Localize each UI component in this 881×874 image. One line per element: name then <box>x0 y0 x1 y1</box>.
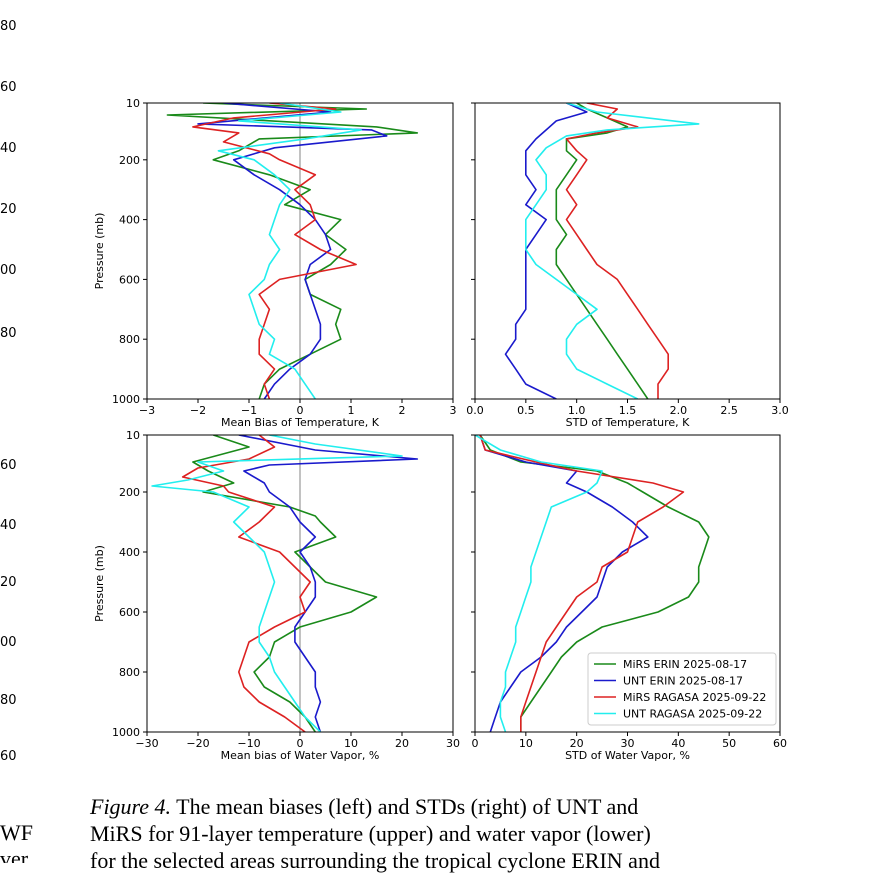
x-tick-label: 20 <box>570 737 584 750</box>
x-tick-label: 2.5 <box>720 404 738 417</box>
x-tick-label: −1 <box>241 404 257 417</box>
legend-box <box>587 652 777 726</box>
edge-number-fragment: 60 <box>0 80 17 95</box>
series-line <box>555 103 649 399</box>
x-tick-label: 0.0 <box>466 404 484 417</box>
x-tick-label: 0 <box>297 737 304 750</box>
x-tick-label: −30 <box>135 737 158 750</box>
x-tick-label: 30 <box>446 737 460 750</box>
edge-number-fragment: 40 <box>0 141 17 156</box>
x-tick-label: −3 <box>139 404 155 417</box>
edge-number-fragment: 20 <box>0 575 17 590</box>
x-tick-label: 2 <box>399 404 406 417</box>
edge-number-fragment: 80 <box>0 326 17 341</box>
x-axis-label: STD of Temperature, K <box>566 416 690 429</box>
series-line <box>238 435 419 732</box>
x-tick-label: 40 <box>671 737 685 750</box>
x-tick-label: 60 <box>773 737 787 750</box>
x-tick-label: 1 <box>348 404 355 417</box>
edge-number-fragment: 00 <box>0 263 17 278</box>
caption-text-2: MiRS for 91-layer temperature (upper) an… <box>90 821 651 846</box>
x-tick-label: 0 <box>472 737 479 750</box>
x-tick-label: −10 <box>237 737 260 750</box>
y-tick-label: 800 <box>119 333 140 346</box>
panel-temp_std: 0.0 0.5 1.0 1.5 2.0 2.5 3.0 STD of Temperature,… <box>466 102 789 429</box>
x-axis-label: Mean bias of Water Vapor, % <box>221 749 380 762</box>
x-tick-label: 2.0 <box>670 404 688 417</box>
y-tick-label: 200 <box>119 486 140 499</box>
edge-word-fragment: WF <box>0 820 33 845</box>
y-axis-label: Pressure (mb) <box>93 213 106 290</box>
edge-number-fragment: 80 <box>0 19 17 34</box>
series-line <box>524 103 700 399</box>
y-tick-label: 1000 <box>112 393 140 406</box>
x-tick-label: 1.5 <box>619 404 637 417</box>
legend: MiRS ERIN 2025-08-17 UNT ERIN 2025-08-17 M… <box>587 652 777 726</box>
axes-frame <box>474 102 781 400</box>
figure-label: Figure 4. <box>90 794 172 819</box>
y-tick-label: 400 <box>119 214 140 227</box>
series-group <box>504 103 700 399</box>
edge-number-fragment: 60 <box>0 749 17 764</box>
x-tick-label: 0 <box>297 404 304 417</box>
x-tick-label: 10 <box>344 737 358 750</box>
x-tick-label: 1.0 <box>568 404 586 417</box>
figure-caption-line-2: MiRS for 91-layer temperature (upper) an… <box>90 820 880 847</box>
y-tick-label: 400 <box>119 546 140 559</box>
x-tick-label: 30 <box>621 737 635 750</box>
series-group <box>475 435 710 732</box>
y-tick-label: 1000 <box>112 726 140 739</box>
y-tick-label: 10 <box>126 429 140 442</box>
edge-number-fragment: 00 <box>0 635 17 650</box>
series-line <box>181 435 312 732</box>
panel-temp_bias: −3 −2 −1 0 1 2 3 Mean Bias of Temperature, K 10 2… <box>93 97 457 429</box>
series-line <box>565 103 670 399</box>
y-tick-label: 10 <box>126 97 140 110</box>
series-line <box>192 103 357 399</box>
legend-label: UNT ERIN 2025-08-17 <box>623 675 743 688</box>
panel-wv_std: 0 10 20 30 40 50 60 STD of Water Vapor, % <box>471 434 787 762</box>
series-line <box>166 103 419 399</box>
x-tick-label: 20 <box>395 737 409 750</box>
edge-number-fragment: 20 <box>0 202 17 217</box>
y-tick-label: 200 <box>119 154 140 167</box>
series-line <box>475 435 603 732</box>
x-axis-label: Mean Bias of Temperature, K <box>221 416 380 429</box>
x-tick-label: −2 <box>190 404 206 417</box>
edge-word-fragment: ver <box>0 846 29 863</box>
x-tick-label: 3 <box>450 404 457 417</box>
figure-caption-line-1: Figure 4. The mean biases (left) and STD… <box>90 793 880 820</box>
panel-wv_bias: −30 −20 −10 0 10 20 30 Mean bias of Water Vapor… <box>93 429 460 762</box>
caption-text-3: for the selected areas surrounding the t… <box>90 848 660 873</box>
series-line <box>217 103 363 399</box>
series-line <box>197 103 388 399</box>
edge-number-fragment: 40 <box>0 518 17 533</box>
series-group <box>151 435 419 732</box>
x-tick-label: −20 <box>186 737 209 750</box>
series-line <box>151 435 403 732</box>
legend-label: UNT RAGASA 2025-09-22 <box>623 708 762 721</box>
legend-label: MiRS RAGASA 2025-09-22 <box>623 691 766 704</box>
series-line <box>504 103 588 399</box>
x-tick-label: 0.5 <box>517 404 535 417</box>
caption-text-1: The mean biases (left) and STDs (right) … <box>176 794 639 819</box>
edge-number-fragment: 80 <box>0 693 17 708</box>
y-axis-label: Pressure (mb) <box>93 545 106 622</box>
x-tick-label: 50 <box>722 737 736 750</box>
x-tick-label: 10 <box>519 737 533 750</box>
x-tick-label: 3.0 <box>771 404 789 417</box>
x-axis-label: STD of Water Vapor, % <box>565 749 690 762</box>
y-tick-label: 800 <box>119 666 140 679</box>
legend-label: MiRS ERIN 2025-08-17 <box>623 658 747 671</box>
series-group <box>166 103 419 399</box>
y-tick-label: 600 <box>119 606 140 619</box>
y-tick-label: 600 <box>119 273 140 286</box>
series-line <box>479 435 649 732</box>
figure-caption-line-3: for the selected areas surrounding the t… <box>90 847 880 874</box>
edge-number-fragment: 60 <box>0 458 17 473</box>
series-line <box>479 435 685 732</box>
